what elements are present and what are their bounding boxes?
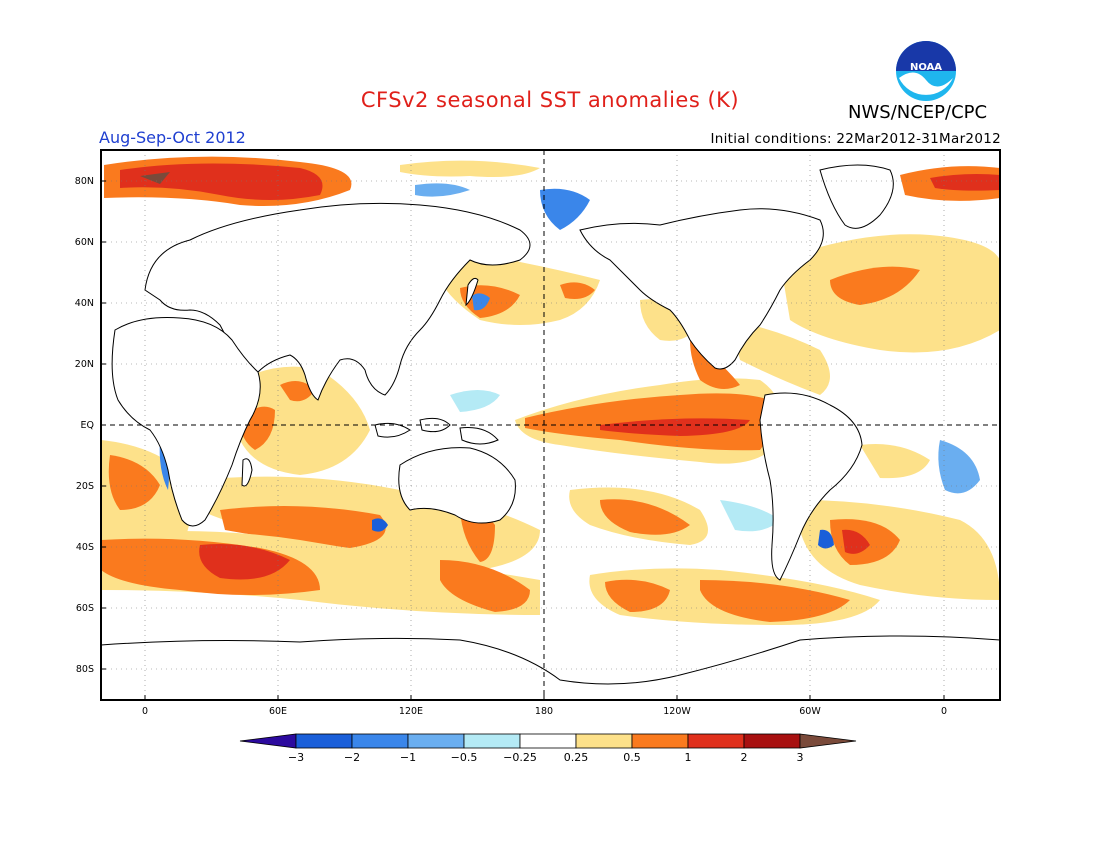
colorbar-segment	[631, 733, 689, 749]
lon-label: 0	[941, 706, 947, 717]
colorbar-segment	[407, 733, 465, 749]
colorbar-tick-label: −2	[344, 751, 360, 764]
colorbar-tick-label: 0.25	[564, 751, 589, 764]
colorbar-tick-label: −0.5	[451, 751, 478, 764]
colorbar-tick-label: 0.5	[623, 751, 641, 764]
longitude-ticks	[144, 695, 945, 700]
anomaly-field	[101, 156, 1000, 625]
lon-label: 180	[535, 706, 553, 717]
period-label: Aug-Sep-Oct 2012	[99, 128, 246, 147]
lon-label: 0	[142, 706, 148, 717]
gridlines	[101, 150, 1000, 700]
initial-conditions-label: Initial conditions: 22Mar2012-31Mar2012	[710, 131, 1001, 147]
colorbar-segment	[687, 733, 745, 749]
colorbar-segment	[463, 733, 521, 749]
colorbar-tick-label: −1	[400, 751, 416, 764]
lat-label: 40S	[76, 542, 94, 553]
colorbar-segment	[575, 733, 633, 749]
lat-label: 20N	[75, 359, 94, 370]
colorbar-tick-label: 1	[685, 751, 692, 764]
chart-title: CFSv2 seasonal SST anomalies (K)	[360, 88, 740, 112]
colorbar-segment	[743, 733, 801, 749]
lat-label: EQ	[81, 420, 94, 431]
lat-label: 60N	[75, 237, 94, 248]
lon-label: 60E	[269, 706, 287, 717]
colorbar-tick-label: −0.25	[503, 751, 537, 764]
logo-text: NOAA	[910, 62, 942, 73]
colorbar-segment	[295, 733, 353, 749]
colorbar: −3 −2 −1 −0.5 −0.25 0.25 0.5 1 2 3	[239, 733, 857, 764]
colorbar-segment	[239, 733, 297, 749]
coastlines	[101, 164, 1000, 700]
latitude-labels: 80N 60N 40N 20N EQ 20S 40S 60S 80S	[75, 176, 94, 675]
longitude-labels: 0 60E 120E 180 120W 60W 0	[142, 706, 947, 717]
colorbar-tick-label: 3	[797, 751, 804, 764]
colorbar-tick-label: −3	[288, 751, 304, 764]
lat-label: 60S	[76, 603, 94, 614]
colorbar-segment	[799, 733, 857, 749]
lon-label: 60W	[799, 706, 821, 717]
latitude-ticks	[101, 180, 106, 670]
lon-label: 120W	[663, 706, 691, 717]
colorbar-segment	[351, 733, 409, 749]
agency-label: NWS/NCEP/CPC	[848, 102, 988, 123]
colorbar-segment	[519, 733, 577, 749]
lat-label: 80N	[75, 176, 94, 187]
lat-label: 40N	[75, 298, 94, 309]
colorbar-tick-label: 2	[741, 751, 748, 764]
lat-label: 20S	[76, 481, 94, 492]
noaa-logo: NOAA	[896, 41, 956, 101]
lat-label: 80S	[76, 664, 94, 675]
lon-label: 120E	[399, 706, 423, 717]
